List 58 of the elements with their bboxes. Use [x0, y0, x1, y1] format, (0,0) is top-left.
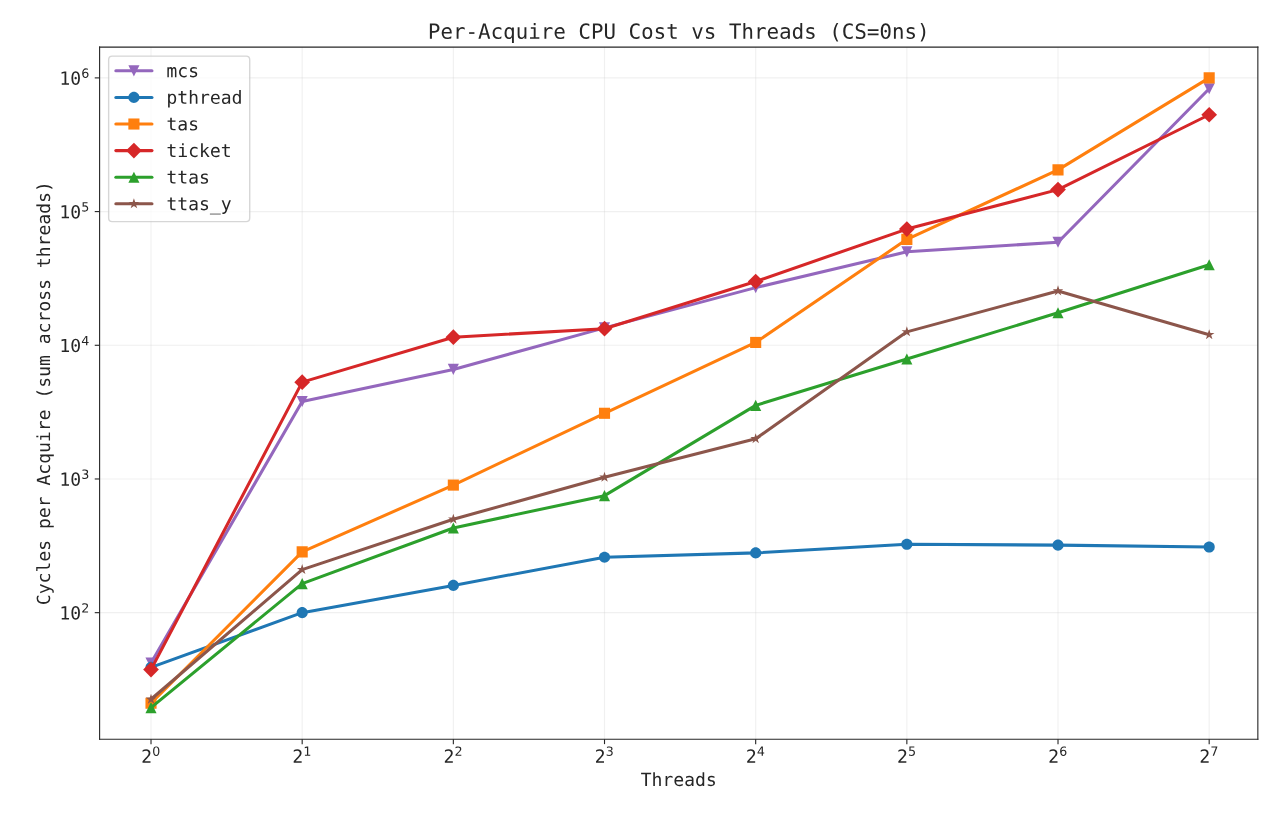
chart-title: Per-Acquire CPU Cost vs Threads (CS=0ns) [429, 22, 926, 44]
point [447, 363, 459, 375]
point [747, 273, 764, 290]
point [1203, 72, 1215, 84]
y-axis-title: Cycles per Acquire (sum across threads) [36, 184, 54, 604]
point [143, 661, 159, 678]
point [901, 233, 913, 245]
x-tick-label: 2$^{3}$ [596, 746, 613, 763]
point [296, 607, 308, 619]
legend-label: tas [167, 117, 198, 131]
point [296, 546, 308, 558]
point [1203, 83, 1215, 95]
x-tick-label: 2$^{2}$ [444, 746, 462, 763]
point [294, 374, 311, 390]
point [1052, 236, 1064, 248]
point [145, 693, 157, 704]
point [447, 479, 459, 491]
point [1201, 106, 1218, 123]
x-tick-label: 2$^{0}$ [142, 746, 160, 763]
point [898, 221, 915, 237]
point [901, 246, 913, 258]
x-tick-label: 2$^{4}$ [747, 746, 765, 763]
point [1050, 181, 1066, 198]
legend-label: mcs [167, 67, 198, 78]
y-tick-label: 10$^{5}$ [61, 202, 89, 219]
point [447, 522, 459, 534]
y-tick-label: 10$^{6}$ [61, 68, 89, 85]
point [901, 353, 913, 365]
x-axis-title: Threads [641, 772, 715, 787]
point [901, 538, 913, 550]
x-tick-label: 2$^{7}$ [1200, 746, 1218, 763]
point [750, 399, 762, 411]
point [296, 395, 308, 408]
point [447, 579, 459, 591]
point [1052, 539, 1064, 551]
point [598, 551, 611, 563]
point [598, 407, 611, 419]
legend-label: ttas_y [167, 197, 231, 215]
y-tick-label: 10$^{3}$ [61, 469, 89, 486]
point [750, 336, 762, 348]
y-tick-label: 10$^{2}$ [61, 603, 89, 620]
legend-label: ttas [167, 170, 209, 184]
point [1052, 307, 1064, 319]
x-tick-label: 2$^{5}$ [898, 746, 915, 763]
point [296, 578, 308, 590]
point [145, 702, 157, 714]
x-tick-label: 2$^{1}$ [293, 746, 311, 763]
point [445, 329, 462, 346]
y-tick-label: 10$^{4}$ [61, 335, 89, 353]
x-tick-label: 2$^{6}$ [1049, 746, 1067, 763]
point [598, 490, 611, 502]
legend-label: ticket [167, 143, 230, 158]
point [1203, 541, 1215, 553]
legend-label: pthread [168, 90, 241, 108]
point [750, 547, 762, 559]
point [1052, 285, 1064, 296]
point [750, 433, 761, 444]
point [1052, 164, 1064, 176]
